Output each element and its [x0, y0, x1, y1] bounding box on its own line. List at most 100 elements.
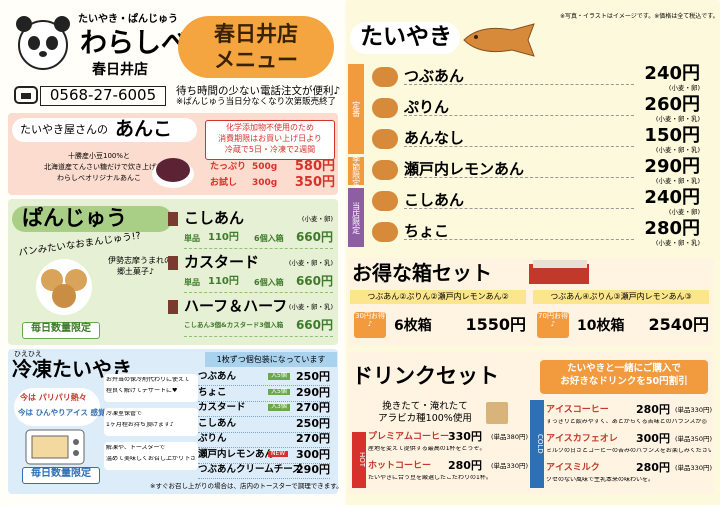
anko-title: あんこ — [115, 118, 173, 140]
item-price: 240円 — [644, 63, 700, 84]
group-label: 季節限定 — [348, 155, 364, 187]
bubble — [14, 388, 100, 426]
description-line: わらしべオリジナルあんこ — [57, 174, 141, 182]
drink-desc: クセのない風味で生乳本来の味わいを。 — [546, 477, 655, 483]
item-price: 280円 — [644, 218, 700, 239]
offer-line: たいやきと一緒にご購入で — [567, 363, 681, 374]
set-price: 1550円 — [465, 315, 526, 334]
item-name: ちょこ — [404, 222, 450, 240]
divider — [404, 115, 634, 116]
item-icon — [168, 256, 178, 270]
description-line: 十勝産小豆100%と — [67, 152, 130, 160]
origin-line: 郷土菓子♪ — [116, 267, 155, 276]
group-label: 当店限定 — [348, 188, 364, 247]
allergens: (小麦・卵) — [668, 208, 700, 216]
anko-title-small: たいやき屋さんの — [20, 123, 108, 136]
item-icon — [168, 212, 178, 226]
item-name: つぶあん — [404, 67, 465, 85]
taiyaki-list: 定番 つぶあん 240円 (小麦・卵) ぷりん 260円 (小麦・卵・乳) あんなし 150円(… — [348, 63, 714, 256]
single-price: 110円 — [208, 232, 239, 243]
item-price: 150円 — [644, 125, 700, 146]
drink-single: (単品330円) — [675, 464, 712, 472]
item-tag: NEW — [268, 450, 289, 458]
set-name: 10枚箱 — [577, 318, 625, 334]
set-name: 6枚箱 — [394, 318, 432, 334]
item-price: 290円 — [296, 463, 330, 476]
title-bar — [350, 22, 460, 54]
divider — [198, 447, 330, 448]
frozen-title: 冷凍たいやき — [12, 357, 132, 381]
item-thumb — [372, 98, 398, 118]
allergens: (小麦・卵・乳) — [288, 303, 333, 311]
box-price: 660円 — [295, 230, 333, 244]
item-name: 瀬戸内レモンあん — [404, 160, 525, 178]
divider — [198, 431, 330, 433]
brand-name: わらしべ — [80, 28, 188, 59]
set-price: 2540円 — [648, 315, 709, 334]
bean-line: 挽きたて・淹れたて — [382, 401, 468, 412]
panju-image — [36, 259, 92, 315]
frozen-footnote: ※すぐお召し上がりの場合は、店内のトースターで調理できます。 — [150, 482, 343, 490]
description-line: 北海道産てんさい糖だけで炊き上げた — [44, 163, 163, 171]
divider — [404, 208, 634, 209]
anko-prices: たっぷり 500g 580円 お試し 300g 350円 — [210, 159, 335, 192]
item-price: 300円 — [296, 447, 330, 461]
single-label: 単品 — [184, 234, 200, 243]
divider — [198, 478, 330, 479]
box-label: 6個入箱 — [254, 278, 284, 287]
drink-price: 280円 — [636, 403, 670, 416]
phone-note: 待ち時間の少ない電話注文が便利♪ — [176, 85, 341, 97]
tip-line: 解凍や、トースターで — [106, 445, 166, 451]
box-price: 660円 — [295, 274, 333, 288]
item-price: 250円 — [296, 370, 330, 383]
drink-price: 300円 — [636, 432, 670, 445]
hot-list: プレミアムコーヒー 330円 (単品380円) 産地を変えて提供する最高の1杯をどうぞ… — [368, 430, 528, 490]
item-name: つぶあん — [198, 371, 237, 382]
bubble-text: 今は ひんやりアイス 感覚♪ — [18, 408, 111, 417]
cold-label: COLD — [530, 400, 544, 488]
frozen-notice: 1枚ずつ個包装になっています — [205, 352, 337, 367]
discount-badge: 30円お得♪ — [354, 312, 386, 338]
item-tag: 入3個 — [268, 403, 290, 411]
drink-name: プレミアムコーヒー — [368, 432, 450, 442]
drink-single: (単品350円) — [675, 435, 712, 443]
allergens: (小麦・卵) — [301, 215, 333, 223]
item-name: カスタード — [184, 253, 260, 271]
limited-badge: 毎日数量限定 — [22, 467, 100, 484]
divider — [198, 416, 330, 417]
taiyaki-image — [463, 23, 535, 57]
image-note: ※写真・イラストはイメージです。※価格は全て税込です。 — [560, 13, 719, 20]
notice-line: 消費期限はお買い上げ日より — [218, 134, 322, 143]
drink-price: 280円 — [448, 459, 482, 472]
badge-line: メニュー — [214, 48, 298, 72]
drink-name: アイスミルク — [546, 463, 600, 473]
item-name: ハーフ＆ハーフ — [184, 297, 288, 315]
divider — [198, 462, 330, 464]
drink-price: 330円 — [448, 430, 482, 443]
allergens: (小麦・卵・乳) — [655, 239, 700, 247]
tip-box: お弁当の保冷剤代わりに使えて 程良く解けてデザートに♥ — [104, 374, 198, 402]
item-icon — [168, 300, 178, 314]
item-name: こしあん — [184, 209, 245, 227]
allergens: (小麦・卵・乳) — [655, 146, 700, 154]
divider — [198, 385, 330, 386]
origin-line: 伊勢志摩うまれの — [108, 256, 172, 265]
bean-image — [486, 402, 508, 424]
drink-single: (単品380円) — [491, 433, 528, 441]
single-label: 単品 — [184, 278, 200, 287]
tip-box: 冷凍室保管で 1ヶ月程お持ち頂けます♪ — [104, 408, 198, 436]
item-price: 350円 — [294, 175, 335, 190]
set-contents: つぶあん②ぷりん②瀬戸内レモンあん② — [350, 290, 526, 304]
item-price: 580円 — [294, 159, 335, 174]
phone-icon — [14, 86, 38, 104]
box-label: 6個入箱 — [254, 234, 284, 243]
item-price: 260円 — [644, 94, 700, 115]
anko-notice: 化学添加物不使用のため 消費期限はお買い上げ日より 冷蔵で5日・冷凍で2週間 — [205, 120, 335, 160]
divider — [404, 239, 634, 240]
drink-price: 280円 — [636, 461, 670, 474]
notice-line: 化学添加物不使用のため — [226, 123, 314, 132]
item-price: 240円 — [644, 187, 700, 208]
item-thumb — [372, 191, 398, 211]
item-name: お試し — [210, 178, 238, 188]
